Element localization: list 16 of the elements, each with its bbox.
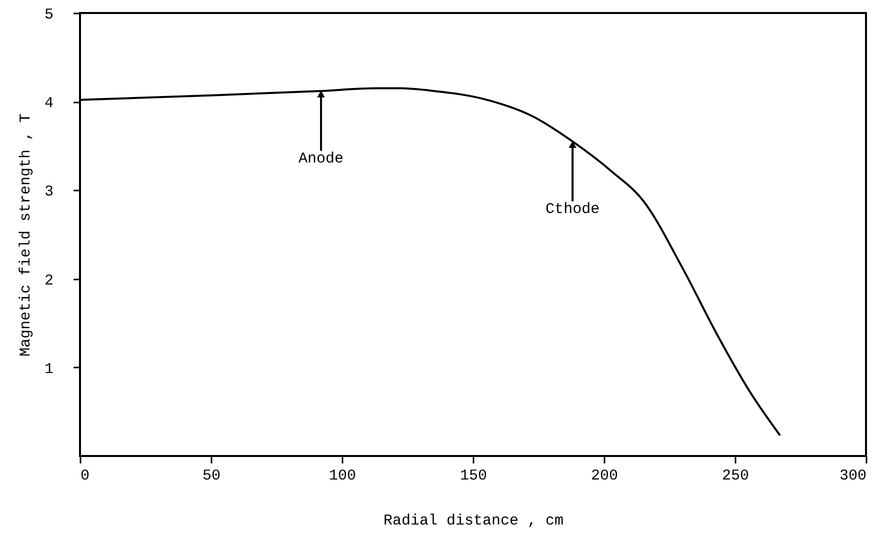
y-tick-label: 3 xyxy=(44,184,54,201)
x-tick-label: 50 xyxy=(202,468,221,484)
y-tick-label: 4 xyxy=(44,95,54,112)
x-tick-label: 100 xyxy=(328,468,356,484)
annotation: Cthode xyxy=(546,200,600,218)
x-tick-label: 0 xyxy=(80,468,90,484)
y-tick-label: 5 xyxy=(44,6,54,24)
x-tick-label: 200 xyxy=(590,468,618,484)
y-tick-label: 1 xyxy=(44,360,54,378)
y-axis-title: Magnetic field strength , T xyxy=(18,113,34,357)
x-tick-label: 250 xyxy=(722,468,750,484)
x-axis-title: Radial distance , cm xyxy=(383,512,564,530)
y-tick-label: 2 xyxy=(44,272,54,290)
x-tick-label: 300 xyxy=(839,468,866,484)
annotation: Anode xyxy=(298,150,344,168)
x-tick-label: 150 xyxy=(460,468,488,484)
